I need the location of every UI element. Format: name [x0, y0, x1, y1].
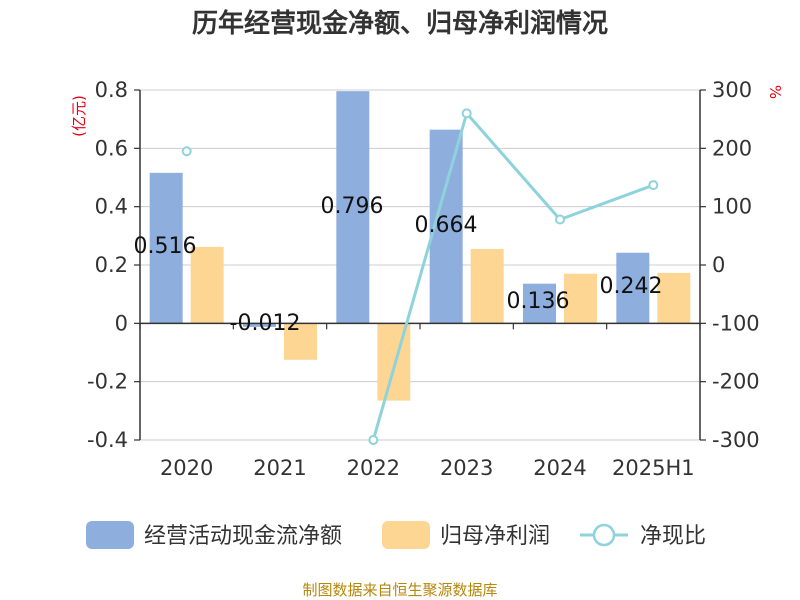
x-tick-label: 2021 [253, 456, 306, 480]
y-left-tick-label: 0.6 [95, 136, 128, 160]
data-label: 0.136 [507, 289, 570, 314]
data-labels: 0.516 -0.012 0.796 0.664 0.136 0.242 [134, 194, 663, 336]
bar-cashflow [523, 283, 556, 324]
bar-net-profit [284, 323, 317, 360]
data-label: 0.242 [600, 274, 663, 299]
axes: (亿元) % -0.4 -0.2 0 0.2 0.4 0.6 0.8 -300 -200 -100… [70, 78, 784, 480]
data-label: -0.012 [230, 311, 301, 336]
ratio-point [181, 146, 192, 157]
y-right-tick-label: 200 [712, 136, 752, 160]
bar-net-profit [564, 273, 597, 324]
x-tick-label: 2020 [160, 456, 213, 480]
y-left-tick-label: -0.4 [87, 428, 128, 452]
bar-net-profit [657, 272, 691, 324]
ratio-line [181, 108, 659, 445]
bar-cashflow [243, 323, 276, 327]
y-right-tick-label: -300 [712, 428, 760, 452]
source-note: 制图数据来自恒生聚源数据库 [302, 581, 497, 599]
data-label: 0.664 [415, 213, 478, 238]
y-left-tick-label: 0.2 [95, 253, 128, 277]
right-axis-unit: % [766, 85, 784, 99]
chart-title: 历年经营现金净额、归母净利润情况 [192, 8, 608, 39]
ratio-point [461, 108, 472, 119]
y-right-tick-label: 100 [712, 195, 752, 219]
y-left-tick-label: 0.4 [95, 195, 128, 219]
legend: 经营活动现金流净额 归母净利润 净现比 [86, 521, 706, 549]
ratio-point [555, 214, 565, 225]
y-right-tick-label: 300 [712, 78, 752, 102]
bar-net-profit [190, 246, 224, 324]
bar-cashflow [616, 252, 650, 324]
legend-swatch-cashflow [86, 521, 134, 549]
data-label: 0.516 [134, 234, 197, 259]
bar-cashflow [336, 91, 370, 324]
data-label: 0.796 [321, 194, 384, 219]
bar-cashflow [149, 172, 183, 324]
y-right-tick-label: 0 [712, 253, 725, 277]
ratio-series-line [371, 110, 654, 441]
legend-swatch-ratio-marker [592, 523, 616, 547]
y-left-tick-label: 0.8 [95, 78, 128, 102]
y-right-tick-label: -200 [712, 370, 760, 394]
legend-label-ratio: 净现比 [640, 524, 706, 549]
x-tick-label: 2025H1 [612, 456, 695, 480]
legend-label-cashflow: 经营活动现金流净额 [144, 524, 342, 549]
ratio-point [648, 180, 659, 191]
y-right-tick-label: -100 [712, 311, 760, 335]
x-tick-label: 2023 [440, 456, 493, 480]
grid-lines [140, 89, 700, 441]
y-left-tick-label: -0.2 [87, 370, 128, 394]
x-tick-label: 2022 [347, 456, 400, 480]
bar-net-profit [470, 248, 504, 324]
legend-swatch-net-profit [382, 521, 430, 549]
y-left-tick-label: 0 [115, 311, 128, 335]
x-tick-label: 2024 [533, 456, 586, 480]
bar-net-profit [377, 323, 411, 401]
bars [149, 91, 691, 401]
left-axis-unit: (亿元) [70, 95, 88, 137]
legend-label-net-profit: 归母净利润 [440, 524, 550, 549]
ratio-point [368, 435, 379, 445]
